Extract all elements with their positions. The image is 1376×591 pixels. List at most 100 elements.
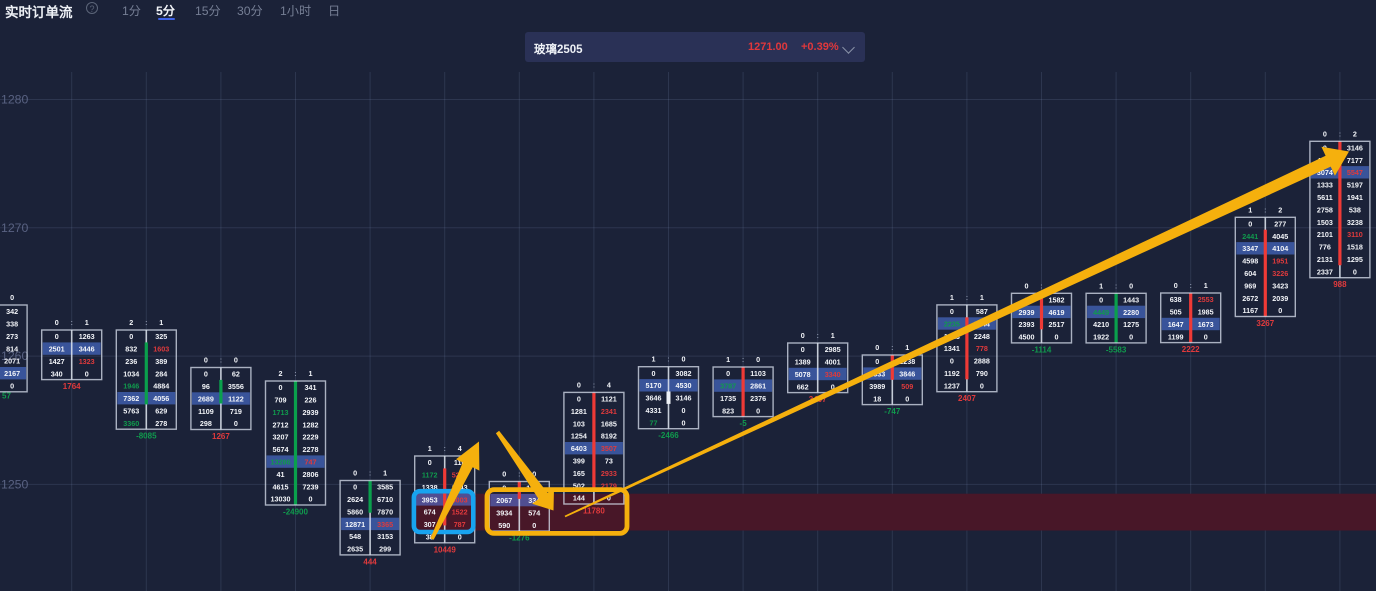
svg-text:1167: 1167 [1243, 306, 1259, 315]
svg-text:77: 77 [650, 418, 658, 427]
svg-text:1: 1 [905, 343, 909, 352]
svg-text:73: 73 [605, 457, 613, 466]
svg-text:0: 0 [905, 394, 909, 403]
svg-text:0: 0 [1323, 129, 1327, 138]
svg-text::: : [70, 318, 72, 327]
svg-text:638: 638 [1170, 295, 1182, 304]
svg-text:747: 747 [305, 458, 317, 467]
svg-text::: : [145, 318, 147, 327]
svg-text:1: 1 [1099, 281, 1103, 290]
svg-text:0: 0 [1204, 332, 1208, 341]
svg-text:3110: 3110 [1347, 230, 1363, 239]
svg-text:7362: 7362 [123, 394, 139, 403]
svg-text:0: 0 [204, 370, 208, 379]
svg-text:1263: 1263 [79, 332, 95, 341]
svg-text:1713: 1713 [273, 408, 289, 417]
svg-text:587: 587 [976, 307, 988, 316]
svg-text:2278: 2278 [303, 445, 319, 454]
svg-text:3074: 3074 [1317, 168, 1333, 177]
svg-text:236: 236 [125, 357, 137, 366]
svg-text:0: 0 [801, 331, 805, 340]
svg-text:0: 0 [875, 343, 879, 352]
svg-text:1: 1 [831, 331, 835, 340]
svg-text:1172: 1172 [422, 471, 438, 480]
svg-text:1: 1 [159, 318, 163, 327]
svg-text:0: 0 [458, 533, 462, 542]
svg-text:7239: 7239 [303, 482, 319, 491]
svg-text:2: 2 [129, 318, 133, 327]
svg-text:1427: 1427 [49, 357, 65, 366]
svg-text:2672: 2672 [1242, 294, 1258, 303]
svg-text:1: 1 [950, 293, 954, 302]
svg-text:3146: 3146 [1347, 143, 1363, 152]
svg-text:10449: 10449 [434, 545, 457, 554]
svg-text:0: 0 [85, 369, 89, 378]
svg-text:778: 778 [976, 344, 988, 353]
svg-text:2167: 2167 [4, 369, 20, 378]
svg-text:1647: 1647 [1168, 320, 1184, 329]
svg-text:2689: 2689 [198, 394, 214, 403]
svg-text:1282: 1282 [303, 420, 319, 429]
svg-text:1254: 1254 [571, 432, 587, 441]
svg-text:0: 0 [279, 383, 283, 392]
svg-text:2229: 2229 [303, 433, 319, 442]
svg-text:4045: 4045 [1272, 232, 1288, 241]
svg-text:0: 0 [1025, 281, 1029, 290]
svg-text:1260: 1260 [1, 349, 29, 363]
svg-text:325: 325 [155, 332, 167, 341]
svg-text:1603: 1603 [153, 345, 169, 354]
svg-text:338: 338 [6, 320, 18, 329]
svg-text::: : [443, 444, 445, 453]
svg-text:1951: 1951 [1272, 257, 1288, 266]
svg-text:3267: 3267 [1256, 319, 1274, 328]
svg-text:7870: 7870 [377, 507, 393, 516]
svg-text::: : [294, 369, 296, 378]
svg-text:1338: 1338 [422, 483, 438, 492]
svg-text:1985: 1985 [1198, 308, 1214, 317]
svg-text:4530: 4530 [676, 381, 692, 390]
svg-text:1109: 1109 [198, 407, 214, 416]
svg-text:0: 0 [682, 418, 686, 427]
svg-text:0: 0 [55, 318, 59, 327]
svg-text:0: 0 [1129, 333, 1133, 342]
svg-text:0: 0 [353, 483, 357, 492]
svg-text:590: 590 [498, 521, 510, 530]
svg-text:2624: 2624 [347, 495, 363, 504]
svg-text:1673: 1673 [1198, 320, 1214, 329]
svg-text:776: 776 [1319, 243, 1331, 252]
svg-text:0: 0 [428, 458, 432, 467]
svg-text:1: 1 [428, 444, 432, 453]
svg-text:165: 165 [573, 469, 585, 478]
svg-text:604: 604 [1244, 269, 1256, 278]
svg-text:1122: 1122 [228, 394, 244, 403]
svg-text:5611: 5611 [1317, 193, 1333, 202]
svg-text:1341: 1341 [944, 344, 960, 353]
svg-text:4001: 4001 [825, 358, 841, 367]
svg-text:7177: 7177 [1347, 156, 1363, 165]
svg-text:103: 103 [573, 419, 585, 428]
svg-text:2517: 2517 [1049, 320, 1065, 329]
svg-text:2441: 2441 [1242, 232, 1258, 241]
svg-text::: : [1339, 129, 1341, 138]
svg-text:538: 538 [1349, 205, 1361, 214]
svg-text:1922: 1922 [1093, 333, 1109, 342]
svg-text:574: 574 [528, 508, 540, 517]
svg-text:1250: 1250 [1, 477, 29, 491]
svg-text:1121: 1121 [601, 395, 617, 404]
svg-text:3153: 3153 [377, 532, 393, 541]
svg-text:2376: 2376 [750, 394, 766, 403]
svg-text:1735: 1735 [720, 394, 736, 403]
svg-text:5860: 5860 [347, 507, 363, 516]
svg-text:548: 548 [349, 532, 361, 541]
svg-text:0: 0 [532, 521, 536, 530]
svg-text:-747: -747 [884, 407, 901, 416]
svg-text:2222: 2222 [1182, 345, 1200, 354]
svg-text:-24900: -24900 [283, 508, 308, 517]
svg-text:3082: 3082 [676, 369, 692, 378]
svg-text:814: 814 [6, 344, 18, 353]
svg-text:0: 0 [234, 419, 238, 428]
svg-text:0: 0 [875, 357, 879, 366]
svg-text:5078: 5078 [795, 370, 811, 379]
svg-text:3146: 3146 [676, 394, 692, 403]
svg-text:0: 0 [1099, 295, 1103, 304]
